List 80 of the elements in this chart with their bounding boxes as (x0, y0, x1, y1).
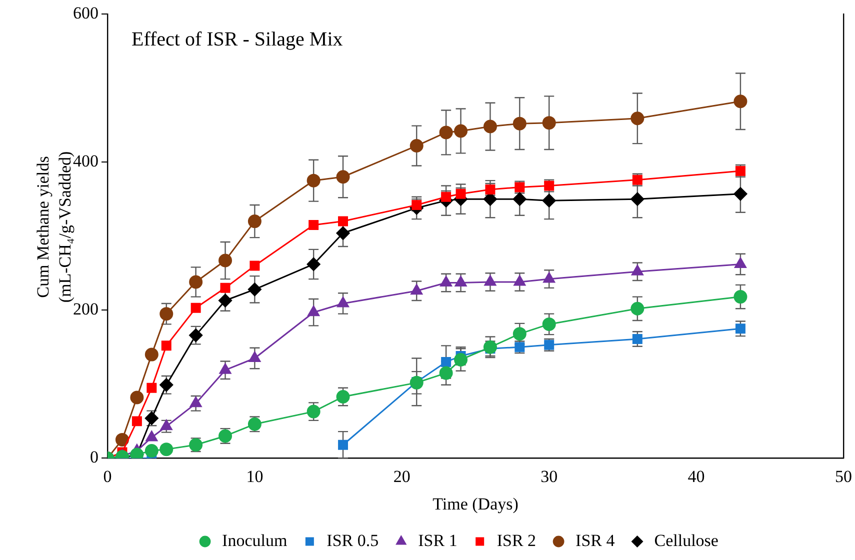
point (410, 376, 424, 390)
point (630, 302, 644, 316)
point (189, 328, 203, 342)
y-tick-label: 0 (90, 448, 98, 467)
point (308, 220, 319, 230)
point (454, 352, 468, 366)
point (512, 116, 526, 130)
point (439, 366, 453, 380)
legend-label: Cellulose (654, 530, 718, 550)
point (144, 444, 158, 458)
point (514, 275, 526, 286)
point (248, 214, 262, 228)
y-tick-label: 600 (73, 3, 98, 22)
legend-label: ISR 2 (496, 530, 536, 550)
point (338, 216, 348, 226)
point (218, 254, 232, 268)
point (132, 416, 142, 426)
point (189, 275, 203, 289)
point (248, 352, 261, 362)
point (543, 272, 556, 283)
point (338, 440, 348, 450)
point (190, 396, 202, 408)
point (115, 432, 129, 446)
point (512, 327, 526, 341)
point (248, 282, 262, 296)
x-tick-label: 30 (540, 466, 558, 486)
x-tick-label: 10 (246, 466, 264, 486)
point (306, 174, 320, 188)
legend-label: Inoculum (222, 530, 288, 550)
text: Effect of ISR - Silage Mix (132, 28, 343, 50)
point (144, 348, 158, 362)
point (220, 282, 230, 293)
point (336, 226, 350, 240)
y-tick-label: 200 (73, 300, 98, 319)
point (160, 378, 174, 392)
x-tick-label: 20 (393, 466, 410, 486)
point (410, 139, 424, 153)
point (218, 294, 232, 308)
legend-label: ISR 0.5 (326, 530, 379, 550)
x-tick-label: 40 (688, 466, 705, 486)
point (630, 192, 644, 206)
point (160, 442, 174, 456)
point (306, 404, 320, 418)
point (542, 116, 556, 130)
point (483, 340, 497, 354)
point (130, 390, 144, 404)
legend-label: ISR 1 (418, 530, 458, 550)
point (250, 260, 260, 271)
legend-label: ISR 4 (576, 530, 616, 550)
point (484, 275, 496, 286)
point (160, 420, 172, 430)
point (190, 302, 201, 313)
point (630, 112, 644, 126)
point (483, 120, 497, 134)
point (631, 264, 644, 276)
point (542, 194, 556, 208)
point (337, 296, 349, 308)
y-tick-label: 400 (73, 152, 98, 171)
y-axis-title: Cum Methane yields (mL-CH₄/g-VSadded) (32, 150, 74, 303)
point (439, 126, 453, 140)
point (219, 363, 232, 374)
x-tick-label: 50 (835, 466, 852, 486)
point (336, 170, 350, 184)
point (306, 257, 320, 271)
point (410, 284, 423, 295)
point (734, 187, 748, 201)
point (146, 382, 157, 393)
point (441, 356, 452, 367)
x-tick-label: 0 (103, 466, 112, 486)
point (161, 340, 172, 351)
point (734, 290, 748, 304)
point (146, 430, 158, 442)
point (160, 307, 174, 321)
point (512, 192, 526, 206)
point (308, 306, 320, 316)
x-axis-title: Time (Days) (432, 494, 518, 514)
point (734, 94, 748, 108)
point (542, 317, 556, 331)
point (336, 390, 350, 404)
point (454, 124, 468, 138)
